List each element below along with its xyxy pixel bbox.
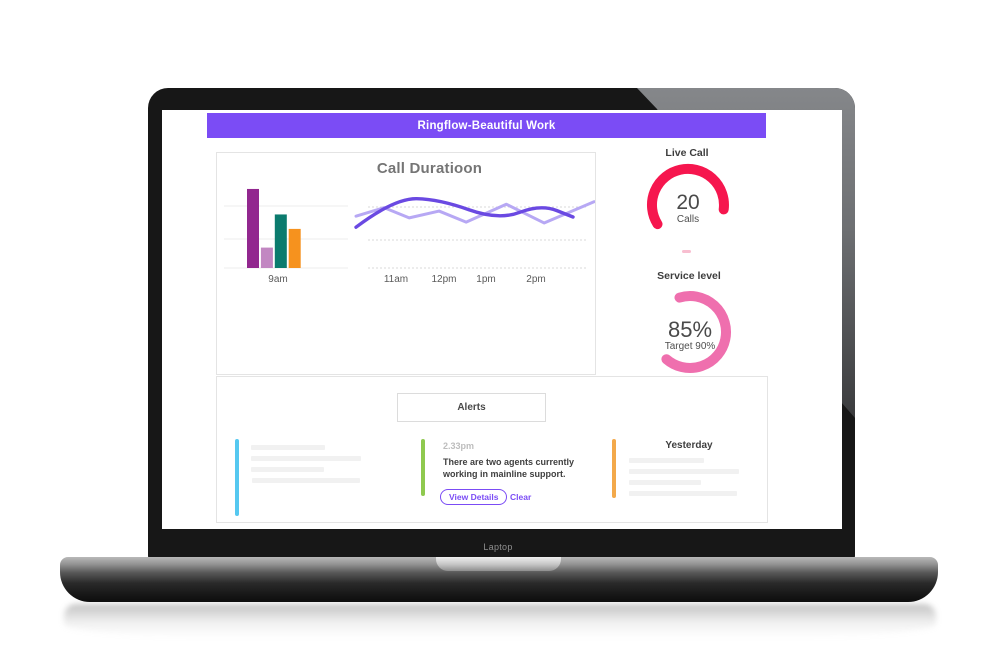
line-axis-label-12pm: 12pm [431, 274, 457, 285]
alert-accent-cyan [235, 439, 239, 516]
live-call-value: 20 [676, 191, 700, 214]
line-axis-label-11am: 11am [383, 274, 409, 285]
alert-accent-orange [612, 439, 616, 498]
call-duration-chart [224, 188, 595, 269]
laptop-reflection [64, 604, 936, 644]
service-level-value: 85% [667, 317, 713, 342]
skeleton-line [629, 480, 701, 485]
laptop-base [60, 557, 938, 602]
service-level-title: Service level [657, 270, 721, 282]
service-level-arc [661, 291, 731, 374]
laptop-lid-notch [436, 557, 561, 571]
chart-title: Call Duratioon [376, 160, 483, 177]
line-axis-label-2pm: 2pm [526, 274, 546, 285]
skeleton-line [629, 491, 737, 496]
service-level-target: Target 90% [664, 341, 716, 352]
alert-timestamp: 2.33pm [443, 441, 475, 451]
live-call-unit: Calls [676, 214, 700, 225]
call-duration-panel: Call Duratioon 9am 11am 12pm 1pm 2pm [216, 152, 596, 375]
live-call-gauge [646, 163, 729, 230]
service-level-gauge [661, 291, 731, 374]
skeleton-line [629, 469, 739, 474]
alerts-header-label: Alerts [457, 402, 486, 413]
line-axis-label-1pm: 1pm [476, 274, 496, 285]
alerts-header: Alerts [397, 393, 546, 422]
skeleton-line [252, 478, 360, 483]
skeleton-line [251, 456, 361, 461]
app-header: Ringflow-Beautiful Work [207, 113, 766, 138]
skeleton-line [629, 458, 704, 463]
clear-button[interactable]: Clear [510, 492, 532, 502]
laptop-brand-label: Laptop [483, 542, 513, 552]
gauge-tick [682, 250, 691, 253]
view-details-button[interactable]: View Details [440, 489, 508, 505]
alert-message-line2: working in mainline support. [443, 468, 566, 479]
bar-axis-label-9am: 9am [268, 274, 288, 285]
alert-group-title: Yesterday [665, 440, 713, 451]
alert-message-line1: There are two agents currently [443, 457, 575, 467]
app-title: Ringflow-Beautiful Work [417, 119, 556, 132]
alert-message: There are two agents currently working i… [443, 457, 583, 480]
alert-accent-green [421, 439, 425, 496]
live-call-title: Live Call [665, 147, 709, 159]
live-call-arc [646, 163, 729, 230]
skeleton-line [251, 445, 325, 450]
alerts-panel: Alerts 2.33pm There are two agents curre… [216, 376, 768, 523]
skeleton-line [251, 467, 324, 472]
